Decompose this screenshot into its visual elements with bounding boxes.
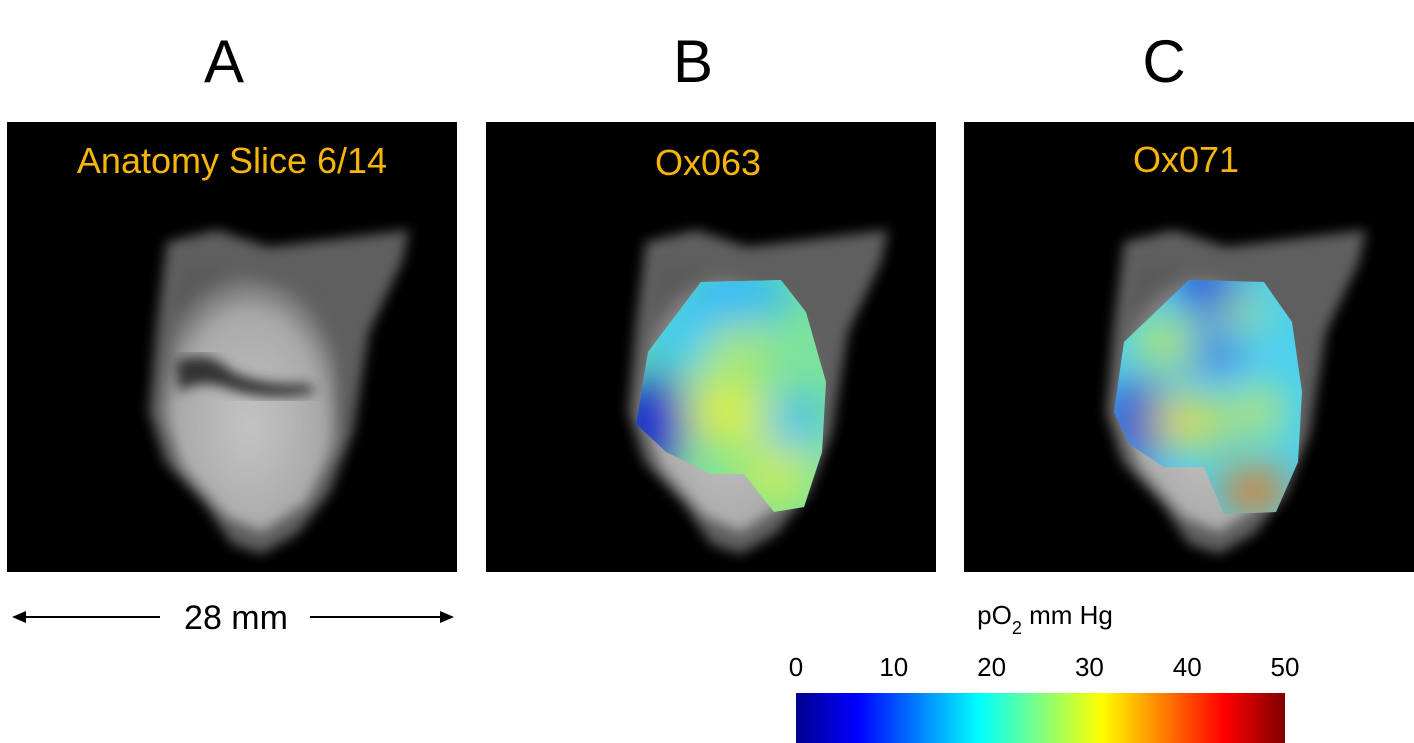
colorbar-tick-label: 20: [977, 652, 1006, 682]
scale-label: 28 mm: [184, 599, 288, 637]
arrow-head: [12, 611, 26, 623]
colorbar-gradient: [796, 693, 1285, 743]
label-part: mm Hg: [1022, 600, 1113, 630]
colorbar-tick-label: 50: [1271, 652, 1300, 682]
colorbar-tick-label: 30: [1075, 652, 1104, 682]
panel-letter: C: [1142, 28, 1185, 95]
arrow-head: [440, 611, 454, 623]
panel-caption: Anatomy Slice 6/14: [77, 140, 387, 181]
panel-caption: Ox071: [1133, 139, 1239, 180]
scale-bar: 28 mm: [12, 599, 454, 637]
panel-a: A Anatomy Slice 6/14: [7, 28, 457, 572]
colorbar-tick-label: 0: [789, 652, 803, 682]
panel-letter: B: [673, 28, 713, 95]
colorbar-tick-label: 10: [879, 652, 908, 682]
label-subscript: 2: [1012, 618, 1022, 638]
panel-c: C Ox071: [964, 28, 1414, 572]
panel-b: B Ox063: [486, 28, 936, 572]
panel-letter: A: [204, 28, 244, 95]
panel-caption: Ox063: [655, 142, 761, 183]
colorbar-label: pO2 mm Hg: [977, 600, 1113, 638]
anatomy-image: [7, 122, 457, 572]
colorbar-tick-label: 40: [1173, 652, 1202, 682]
label-part: pO: [977, 600, 1012, 630]
colorbar: pO2 mm Hg 0 10 20 30 40 50: [789, 600, 1300, 743]
